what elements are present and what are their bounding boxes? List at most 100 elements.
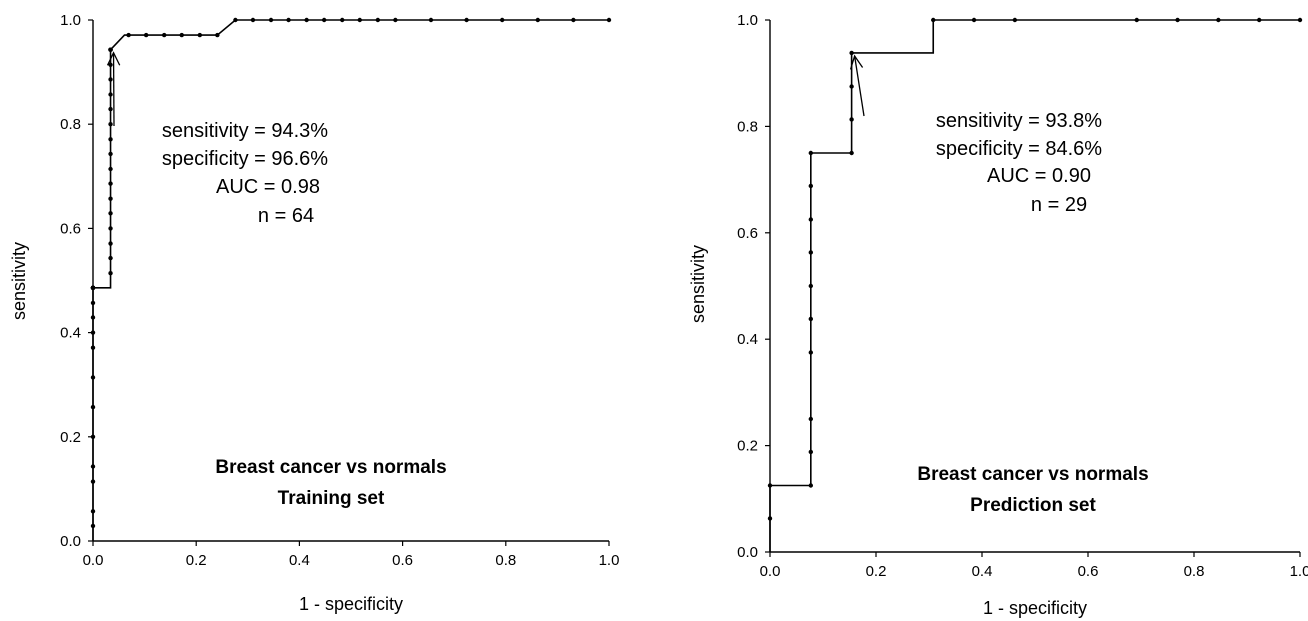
roc-point [808, 217, 814, 222]
roc-point [767, 483, 773, 488]
roc-point [108, 92, 113, 97]
roc-point [767, 516, 773, 521]
annotation-auc: AUC = 0.98 [216, 176, 320, 198]
roc-point [197, 32, 203, 38]
roc-point [179, 32, 184, 38]
roc-point [108, 226, 113, 231]
roc-point [808, 350, 814, 355]
roc-point [162, 32, 167, 38]
y-tick-label: 0.0 [60, 533, 81, 550]
roc-point [971, 17, 977, 23]
x-axis-label: 1 - specificity [299, 594, 403, 614]
roc-point [304, 17, 309, 23]
roc-point [808, 150, 814, 156]
roc-point [428, 17, 434, 23]
y-tick-label: 0.4 [737, 331, 758, 348]
x-tick-label: 1.0 [599, 552, 620, 569]
roc-point [108, 122, 113, 127]
roc-point [108, 211, 113, 216]
roc-point [931, 17, 936, 23]
x-tick-label: 0.6 [392, 552, 413, 569]
roc-point [808, 250, 814, 255]
annotation-n: n = 64 [258, 205, 314, 227]
roc-point [849, 117, 854, 122]
roc-point [108, 196, 113, 201]
roc-point [108, 106, 113, 112]
roc-point [849, 150, 854, 156]
roc-point [215, 32, 220, 38]
annotation-arrowhead [849, 54, 864, 70]
roc-point [126, 32, 131, 38]
roc-point [499, 17, 505, 23]
roc-point [90, 330, 96, 335]
roc-point [90, 404, 96, 410]
roc-point [1012, 17, 1018, 23]
roc-point [808, 283, 814, 289]
y-tick-label: 0.2 [60, 429, 81, 446]
x-tick-label: 0.6 [1078, 563, 1099, 580]
x-tick-label: 0.4 [972, 563, 993, 580]
plot-area: 0.0 0.2 0.4 0.6 0.8 1.0 0.0 0.2 0.4 0.6 0.8 1.0 [737, 12, 1308, 580]
roc-point [1256, 17, 1262, 23]
y-tick-label: 0.0 [737, 544, 758, 561]
x-tick-label: 0.4 [289, 552, 310, 569]
annotation-specificity: specificity = 96.6% [162, 148, 328, 170]
roc-point [90, 479, 96, 484]
roc-chart-prediction: 0.0 0.2 0.4 0.6 0.8 1.0 0.0 0.2 0.4 0.6 0.8 1.0 sen… [688, 12, 1308, 618]
x-tick-label: 0.0 [760, 563, 781, 580]
roc-point [108, 77, 113, 82]
y-tick-label: 0.4 [60, 325, 81, 342]
roc-point [90, 464, 96, 469]
roc-point [108, 62, 113, 68]
roc-point [143, 32, 149, 38]
y-tick-label: 0.8 [737, 118, 758, 135]
y-tick-label: 0.6 [60, 220, 81, 237]
roc-step-line [92, 19, 609, 541]
annotation-sensitivity: sensitivity = 94.3% [162, 120, 328, 142]
roc-point [808, 483, 814, 488]
chart-subtitle: Prediction set [970, 495, 1096, 516]
annotation-arrowhead [106, 51, 121, 66]
roc-point [375, 17, 381, 23]
annotation-sensitivity: sensitivity = 93.8% [936, 110, 1102, 132]
roc-point [108, 137, 113, 142]
roc-point [90, 345, 96, 350]
roc-point [90, 509, 96, 514]
roc-point [90, 523, 96, 529]
roc-point [535, 17, 540, 23]
roc-point [233, 17, 238, 23]
y-tick-label: 0.8 [60, 116, 81, 133]
roc-point [808, 449, 814, 455]
x-tick-label: 0.8 [495, 552, 516, 569]
roc-point [808, 316, 814, 322]
x-axis-label: 1 - specificity [983, 598, 1087, 618]
roc-point [321, 17, 327, 23]
roc-point [340, 17, 345, 23]
roc-point [90, 285, 96, 290]
x-tick-label: 0.2 [866, 563, 887, 580]
roc-point [1216, 17, 1221, 23]
roc-chart-training: 0.0 0.2 0.4 0.6 0.8 1.0 0.0 0.2 0.4 0.6 0.8 1.0 sen… [9, 12, 619, 614]
annotation-arrow [853, 55, 865, 117]
chart-subtitle: Training set [278, 488, 385, 509]
roc-point [808, 416, 814, 422]
x-tick-label: 0.2 [186, 552, 207, 569]
annotation-auc: AUC = 0.90 [987, 165, 1091, 187]
x-tick-label: 0.8 [1184, 563, 1205, 580]
roc-point [464, 17, 469, 23]
y-axis-label: sensitivity [688, 245, 708, 323]
roc-point [108, 255, 113, 261]
roc-point [90, 375, 96, 380]
roc-point [108, 241, 113, 246]
roc-point [108, 181, 113, 186]
annotation-specificity: specificity = 84.6% [936, 138, 1102, 160]
roc-point [108, 166, 113, 172]
roc-point [90, 434, 96, 439]
roc-point [393, 17, 398, 23]
roc-point [1297, 17, 1303, 23]
roc-point [808, 183, 814, 189]
y-tick-label: 1.0 [60, 12, 81, 29]
roc-point [108, 271, 113, 276]
plot-area: 0.0 0.2 0.4 0.6 0.8 1.0 0.0 0.2 0.4 0.6 0.8 1.0 [60, 12, 619, 569]
y-tick-label: 0.6 [737, 225, 758, 242]
